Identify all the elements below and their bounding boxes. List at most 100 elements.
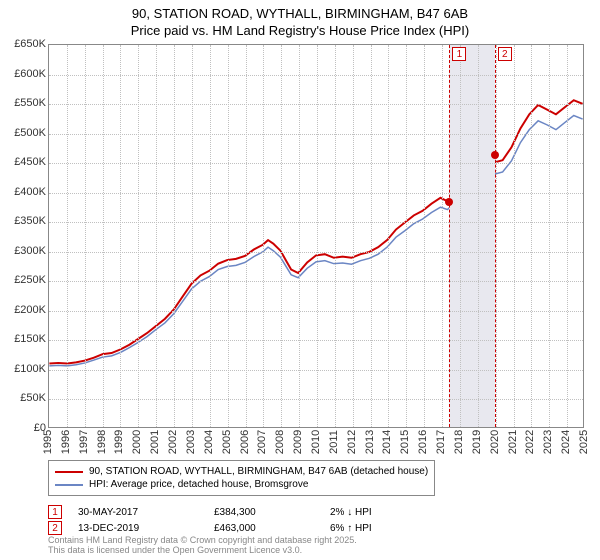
gridline-v bbox=[353, 45, 354, 427]
chart-title: 90, STATION ROAD, WYTHALL, BIRMINGHAM, B… bbox=[0, 0, 600, 40]
legend-label: HPI: Average price, detached house, Brom… bbox=[89, 479, 308, 490]
y-tick-label: £150K bbox=[6, 333, 46, 345]
plot-area: 12 bbox=[48, 44, 584, 428]
x-tick-label: 2016 bbox=[417, 430, 429, 454]
y-tick-label: £100K bbox=[6, 363, 46, 375]
gridline-h bbox=[49, 399, 583, 400]
gridline-v bbox=[460, 45, 461, 427]
x-tick-label: 1999 bbox=[113, 430, 125, 454]
x-tick-label: 1996 bbox=[60, 430, 72, 454]
legend-row: HPI: Average price, detached house, Brom… bbox=[55, 478, 428, 491]
y-tick-label: £0 bbox=[6, 422, 46, 434]
event-row: 1 30-MAY-2017 £384,300 2% ↓ HPI bbox=[48, 504, 410, 520]
footer-text: Contains HM Land Registry data © Crown c… bbox=[48, 536, 357, 556]
y-tick-label: £600K bbox=[6, 68, 46, 80]
gridline-v bbox=[246, 45, 247, 427]
event-row: 2 13-DEC-2019 £463,000 6% ↑ HPI bbox=[48, 520, 410, 536]
x-tick-label: 2014 bbox=[381, 430, 393, 454]
x-tick-label: 2011 bbox=[328, 430, 340, 454]
gridline-v bbox=[496, 45, 497, 427]
x-tick-label: 2004 bbox=[203, 430, 215, 454]
event-diff: 2% ↓ HPI bbox=[330, 507, 410, 518]
gridline-h bbox=[49, 281, 583, 282]
gridline-v bbox=[478, 45, 479, 427]
x-tick-label: 2013 bbox=[364, 430, 376, 454]
x-tick-label: 2017 bbox=[435, 430, 447, 454]
x-tick-label: 1995 bbox=[42, 430, 54, 454]
gridline-v bbox=[371, 45, 372, 427]
x-tick-label: 1998 bbox=[96, 430, 108, 454]
legend-label: 90, STATION ROAD, WYTHALL, BIRMINGHAM, B… bbox=[89, 466, 428, 477]
x-tick-label: 2000 bbox=[131, 430, 143, 454]
legend-swatch bbox=[55, 471, 83, 473]
legend-swatch bbox=[55, 484, 83, 486]
legend-row: 90, STATION ROAD, WYTHALL, BIRMINGHAM, B… bbox=[55, 465, 428, 478]
gridline-h bbox=[49, 370, 583, 371]
series-line bbox=[49, 116, 582, 366]
gridline-h bbox=[49, 311, 583, 312]
gridline-v bbox=[442, 45, 443, 427]
x-tick-label: 1997 bbox=[78, 430, 90, 454]
series-line bbox=[49, 100, 582, 363]
gridline-v bbox=[67, 45, 68, 427]
marker-line bbox=[449, 45, 450, 427]
gridline-h bbox=[49, 252, 583, 253]
gridline-v bbox=[103, 45, 104, 427]
gridline-v bbox=[317, 45, 318, 427]
x-tick-label: 2006 bbox=[239, 430, 251, 454]
marker-label: 1 bbox=[452, 47, 466, 61]
gridline-h bbox=[49, 222, 583, 223]
x-tick-label: 2002 bbox=[167, 430, 179, 454]
gridline-v bbox=[156, 45, 157, 427]
gridline-v bbox=[406, 45, 407, 427]
chart-container: 90, STATION ROAD, WYTHALL, BIRMINGHAM, B… bbox=[0, 0, 600, 560]
gridline-h bbox=[49, 163, 583, 164]
gridline-v bbox=[299, 45, 300, 427]
gridline-v bbox=[174, 45, 175, 427]
event-badge: 2 bbox=[48, 521, 62, 535]
marker-dot bbox=[445, 198, 453, 206]
gridline-h bbox=[49, 340, 583, 341]
x-tick-label: 2015 bbox=[399, 430, 411, 454]
event-date: 30-MAY-2017 bbox=[78, 507, 198, 518]
x-tick-label: 2012 bbox=[346, 430, 358, 454]
y-tick-label: £400K bbox=[6, 186, 46, 198]
y-tick-label: £650K bbox=[6, 38, 46, 50]
gridline-v bbox=[549, 45, 550, 427]
gridline-v bbox=[228, 45, 229, 427]
gridline-v bbox=[514, 45, 515, 427]
x-tick-label: 2003 bbox=[185, 430, 197, 454]
y-tick-label: £350K bbox=[6, 215, 46, 227]
gridline-v bbox=[335, 45, 336, 427]
x-tick-label: 2001 bbox=[149, 430, 161, 454]
events-table: 1 30-MAY-2017 £384,300 2% ↓ HPI 2 13-DEC… bbox=[48, 504, 410, 536]
x-tick-label: 2019 bbox=[471, 430, 483, 454]
gridline-h bbox=[49, 75, 583, 76]
x-tick-label: 2010 bbox=[310, 430, 322, 454]
y-tick-label: £550K bbox=[6, 97, 46, 109]
y-tick-label: £500K bbox=[6, 127, 46, 139]
y-tick-label: £450K bbox=[6, 156, 46, 168]
gridline-v bbox=[531, 45, 532, 427]
event-date: 13-DEC-2019 bbox=[78, 523, 198, 534]
gridline-v bbox=[424, 45, 425, 427]
footer-line2: This data is licensed under the Open Gov… bbox=[48, 545, 302, 555]
gridline-v bbox=[192, 45, 193, 427]
x-tick-label: 2024 bbox=[560, 430, 572, 454]
marker-line bbox=[495, 45, 496, 427]
legend-box: 90, STATION ROAD, WYTHALL, BIRMINGHAM, B… bbox=[48, 460, 435, 496]
event-price: £463,000 bbox=[214, 523, 314, 534]
gridline-h bbox=[49, 134, 583, 135]
title-line2: Price paid vs. HM Land Registry's House … bbox=[131, 23, 469, 38]
gridline-v bbox=[263, 45, 264, 427]
x-tick-label: 2020 bbox=[489, 430, 501, 454]
gridline-v bbox=[281, 45, 282, 427]
x-tick-label: 2008 bbox=[274, 430, 286, 454]
marker-label: 2 bbox=[498, 47, 512, 61]
y-tick-label: £250K bbox=[6, 274, 46, 286]
x-tick-label: 2018 bbox=[453, 430, 465, 454]
gridline-v bbox=[210, 45, 211, 427]
y-tick-label: £200K bbox=[6, 304, 46, 316]
y-tick-label: £50K bbox=[6, 392, 46, 404]
x-tick-label: 2009 bbox=[292, 430, 304, 454]
